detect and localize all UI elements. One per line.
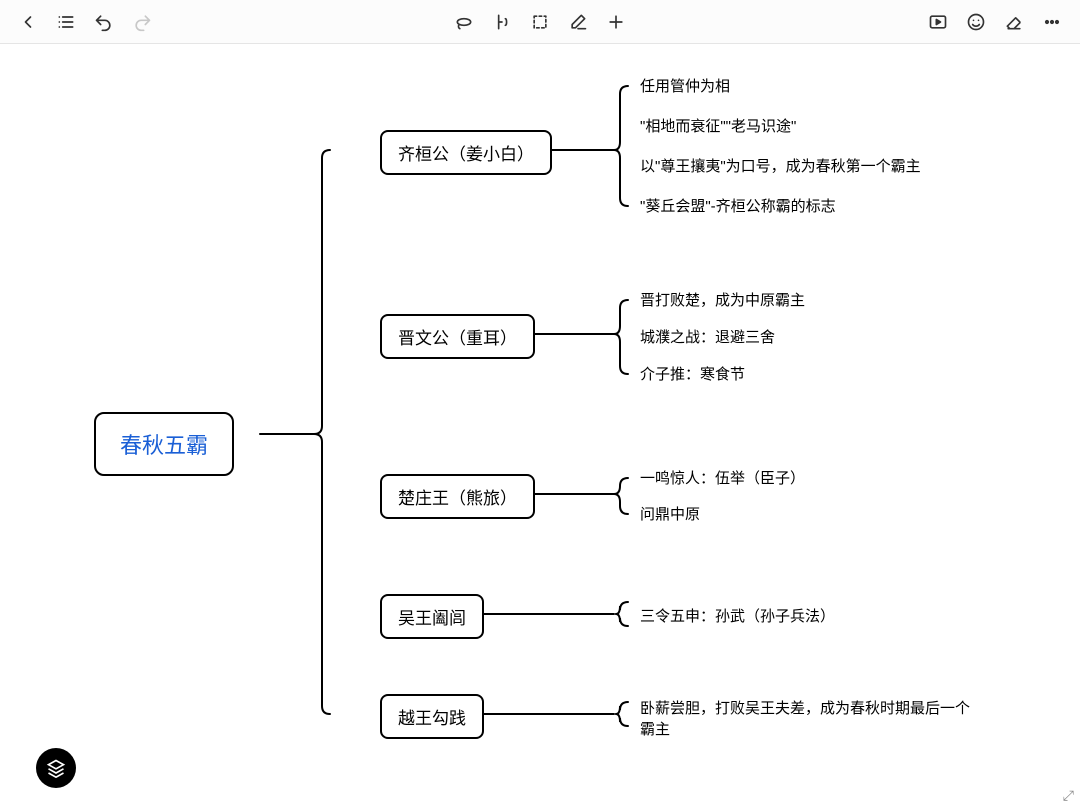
resize-corner-icon: ⤢: [1063, 787, 1074, 804]
leaf-node[interactable]: 城濮之战：退避三舍: [640, 327, 775, 348]
eraser-icon[interactable]: [998, 6, 1030, 38]
list-icon[interactable]: [50, 6, 82, 38]
more-icon[interactable]: [1036, 6, 1068, 38]
leaf-node[interactable]: 一鸣惊人：伍举（臣子）: [640, 468, 805, 489]
undo-icon[interactable]: [88, 6, 120, 38]
leaf-node[interactable]: 问鼎中原: [640, 504, 700, 525]
emoji-icon[interactable]: [960, 6, 992, 38]
layers-fab[interactable]: [36, 748, 76, 788]
select-icon[interactable]: [524, 6, 556, 38]
leaf-node[interactable]: 三令五申：孙武（孙子兵法）: [640, 606, 835, 627]
add-icon[interactable]: [600, 6, 632, 38]
leaf-node[interactable]: "相地而衰征""老马识途": [640, 116, 796, 137]
leaf-node[interactable]: 晋打败楚，成为中原霸主: [640, 290, 805, 311]
branch-node[interactable]: 越王勾践: [380, 694, 484, 739]
redo-icon[interactable]: [126, 6, 158, 38]
leaf-node[interactable]: 以"尊王攘夷"为口号，成为春秋第一个霸主: [640, 156, 921, 177]
branch-node[interactable]: 吴王阖闾: [380, 594, 484, 639]
leaf-node[interactable]: 任用管仲为相: [640, 76, 730, 97]
mindmap-canvas[interactable]: 春秋五霸 齐桓公（姜小白） 任用管仲为相 "相地而衰征""老马识途" 以"尊王攘夷"为…: [0, 44, 1080, 810]
leaf-node[interactable]: 卧薪尝胆，打败吴王夫差，成为春秋时期最后一个霸主: [640, 698, 980, 740]
toolbar: [0, 0, 1080, 44]
branch-node[interactable]: 晋文公（重耳）: [380, 314, 535, 359]
back-icon[interactable]: [12, 6, 44, 38]
play-icon[interactable]: [922, 6, 954, 38]
leaf-node[interactable]: 介子推：寒食节: [640, 364, 745, 385]
lasso-icon[interactable]: [448, 6, 480, 38]
branch-node[interactable]: 齐桓公（姜小白）: [380, 130, 552, 175]
bracket-icon[interactable]: [486, 6, 518, 38]
edit-icon[interactable]: [562, 6, 594, 38]
branch-node[interactable]: 楚庄王（熊旅）: [380, 474, 535, 519]
root-node[interactable]: 春秋五霸: [94, 412, 234, 476]
leaf-node[interactable]: "葵丘会盟"-齐桓公称霸的标志: [640, 196, 836, 217]
